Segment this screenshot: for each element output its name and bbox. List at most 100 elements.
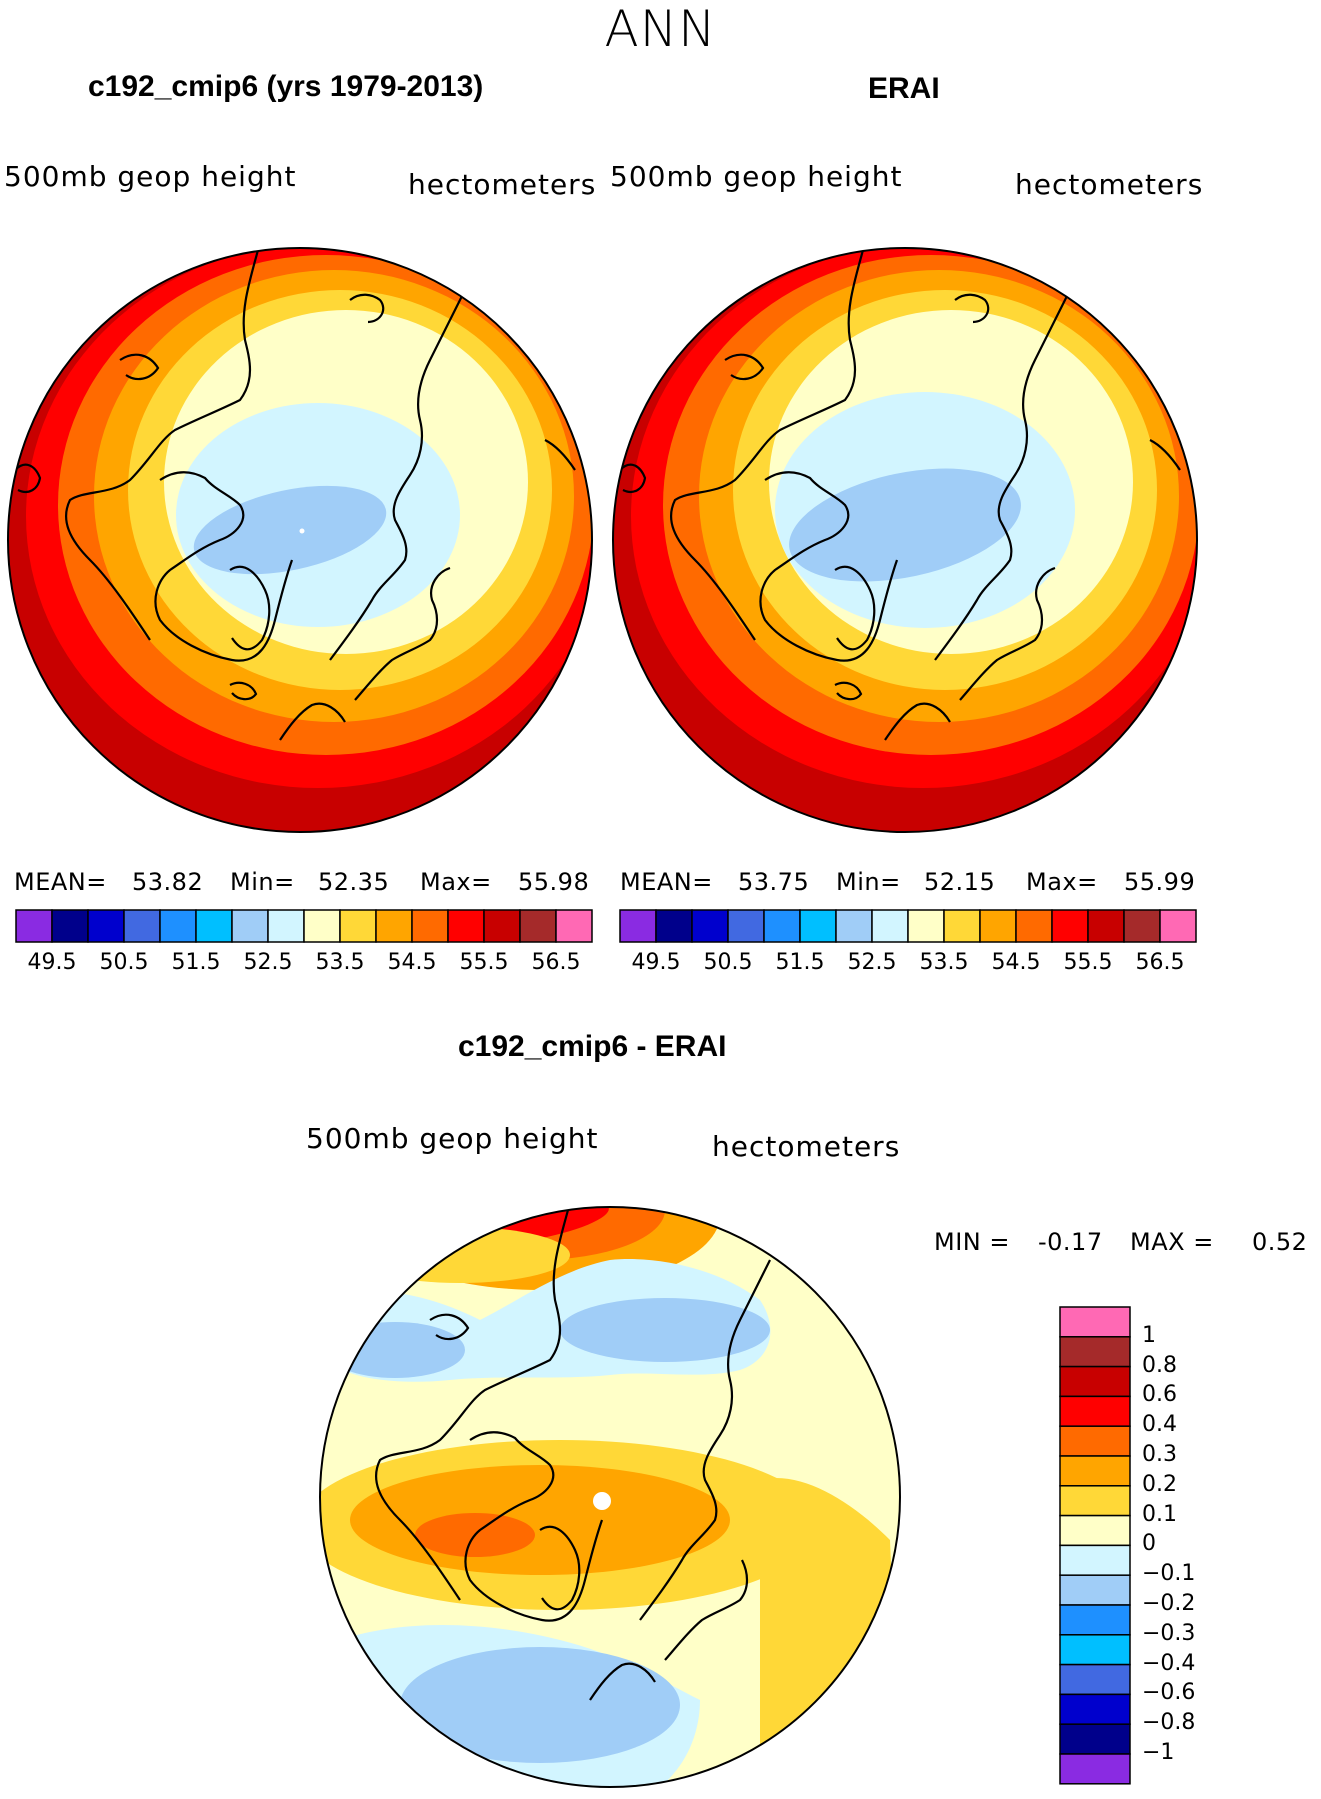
right-colorbar-tick-label: 51.5 xyxy=(775,950,825,975)
left-mean-value: 53.82 xyxy=(132,868,204,896)
left-max-label: Max= xyxy=(420,868,492,896)
diff-colorbar-tick-label: −0.2 xyxy=(1142,1591,1196,1616)
diff-coast-7 xyxy=(429,1313,470,1341)
right-units-label: hectometers xyxy=(1015,168,1204,201)
diff-colorbar xyxy=(1059,1306,1131,1785)
right-colorbar-swatch xyxy=(1015,909,1053,943)
right-colorbar-swatch xyxy=(871,909,909,943)
left-coast-7 xyxy=(14,463,42,494)
left-colorbar-swatch xyxy=(339,909,377,943)
left-colorbar-swatch xyxy=(159,909,197,943)
diff-coastlines xyxy=(375,1209,771,1701)
right-max-label: Max= xyxy=(1026,868,1098,896)
diff-colorbar-tick-label: 0.4 xyxy=(1142,1412,1177,1438)
right-colorbar-swatch xyxy=(907,909,945,943)
right-map xyxy=(613,248,1197,832)
right-colorbar-swatch xyxy=(1123,909,1161,943)
right-colorbar-swatch xyxy=(979,909,1017,943)
diff-colorbar-swatch xyxy=(1059,1336,1131,1368)
diff-colorbar-swatch xyxy=(1059,1306,1131,1338)
main-title: ANN xyxy=(604,0,717,58)
right-coast-11 xyxy=(834,681,863,701)
left-map-border xyxy=(7,247,593,833)
right-colorbar-tick-label: 56.5 xyxy=(1135,950,1185,975)
left-colorbar-swatch xyxy=(87,909,125,943)
right-colorbar-swatch xyxy=(1087,909,1125,943)
left-colorbar-tick-label: 53.5 xyxy=(315,950,365,975)
diff-colorbar-tick-label: −1 xyxy=(1142,1740,1175,1765)
diff-units-label: hectometers xyxy=(712,1130,901,1163)
diff-max-value: 0.52 xyxy=(1252,1228,1308,1256)
left-coast-1 xyxy=(65,249,260,641)
left-mean-label: MEAN= xyxy=(14,868,107,896)
left-colorbar xyxy=(15,909,593,943)
diff-coast-3 xyxy=(539,1525,581,1611)
right-colorbar-swatch xyxy=(943,909,981,943)
diff-colorbar-swatch xyxy=(1059,1395,1131,1427)
right-coast-10 xyxy=(724,353,765,381)
left-colorbar-swatch xyxy=(483,909,521,943)
diff-colorbar-tick-label: −0.8 xyxy=(1142,1710,1196,1736)
diff-colorbar-tick-label: −0.3 xyxy=(1142,1620,1196,1646)
diff-colorbar-tick-label: 0.1 xyxy=(1142,1501,1177,1527)
diff-coast-6 xyxy=(589,1662,656,1701)
diff-colorbar-swatch xyxy=(1059,1365,1131,1398)
right-mean-label: MEAN= xyxy=(620,868,713,896)
right-colorbar-tick-label: 54.5 xyxy=(991,950,1041,975)
left-coast-10 xyxy=(119,353,160,381)
left-colorbar-swatch xyxy=(123,909,161,943)
diff-coast-2 xyxy=(464,1431,604,1622)
diff-min-label: MIN = xyxy=(934,1228,1010,1256)
left-coast-5 xyxy=(354,566,451,701)
right-colorbar-tick-label: 50.5 xyxy=(703,950,753,975)
right-coast-1 xyxy=(670,249,865,641)
diff-top-0.2 xyxy=(350,1227,570,1283)
right-colorbar-tick-label: 49.5 xyxy=(631,950,681,975)
diff-coast-1 xyxy=(375,1209,570,1601)
left-colorbar-swatch xyxy=(267,909,305,943)
left-pole-marker xyxy=(299,528,305,534)
left-colorbar-tick-label: 49.5 xyxy=(27,950,77,975)
diff-colorbar-swatch xyxy=(1059,1514,1131,1547)
left-colorbar-swatch xyxy=(519,909,557,943)
right-min-value: 52.15 xyxy=(924,868,996,896)
right-coastlines xyxy=(619,248,1181,741)
left-map xyxy=(8,248,592,832)
diff-panel-title: c192_cmip6 - ERAI xyxy=(458,1030,727,1063)
right-coast-2 xyxy=(759,471,899,662)
diff-blob-neg0.2-b xyxy=(560,1298,770,1362)
left-coast-4 xyxy=(329,248,482,661)
right-variable-label: 500mb geop height xyxy=(610,160,903,193)
left-min-label: Min= xyxy=(230,868,295,896)
left-coast-6 xyxy=(279,702,346,741)
right-coast-8 xyxy=(1149,439,1181,471)
right-coast-7 xyxy=(619,463,647,494)
left-coast-3 xyxy=(229,565,271,651)
right-colorbar-swatch xyxy=(1159,909,1197,943)
right-coast-9 xyxy=(954,293,990,324)
diff-variable-label: 500mb geop height xyxy=(306,1122,599,1155)
right-colorbar-swatch xyxy=(619,909,657,943)
diff-colorbar-tick-label: 0.8 xyxy=(1142,1352,1177,1378)
diff-map-border xyxy=(319,1206,901,1788)
right-band-52 xyxy=(789,468,1021,582)
right-map-border xyxy=(612,247,1198,833)
right-max-value: 55.99 xyxy=(1124,868,1196,896)
right-colorbar-swatch xyxy=(727,909,765,943)
right-mean-value: 53.75 xyxy=(738,868,810,896)
diff-colorbar-swatch xyxy=(1059,1425,1131,1457)
diff-colorbar-tick-label: −0.6 xyxy=(1142,1680,1196,1706)
left-colorbar-tick-label: 55.5 xyxy=(459,950,509,975)
diff-center-0.2 xyxy=(350,1465,730,1575)
diff-max-label: MAX = xyxy=(1130,1228,1214,1256)
left-colorbar-swatch xyxy=(375,909,413,943)
left-colorbar-tick-label: 50.5 xyxy=(99,950,149,975)
diff-coast-4 xyxy=(639,1259,771,1621)
right-colorbar-swatch xyxy=(691,909,729,943)
left-colorbar-swatch xyxy=(555,909,593,943)
diff-coast-5 xyxy=(664,1559,749,1661)
right-colorbar-swatch xyxy=(1051,909,1089,943)
diff-colorbar-tick-label: −0.1 xyxy=(1142,1561,1196,1587)
left-colorbar-tick-label: 56.5 xyxy=(531,950,581,975)
diff-colorbar-swatch xyxy=(1059,1693,1131,1725)
